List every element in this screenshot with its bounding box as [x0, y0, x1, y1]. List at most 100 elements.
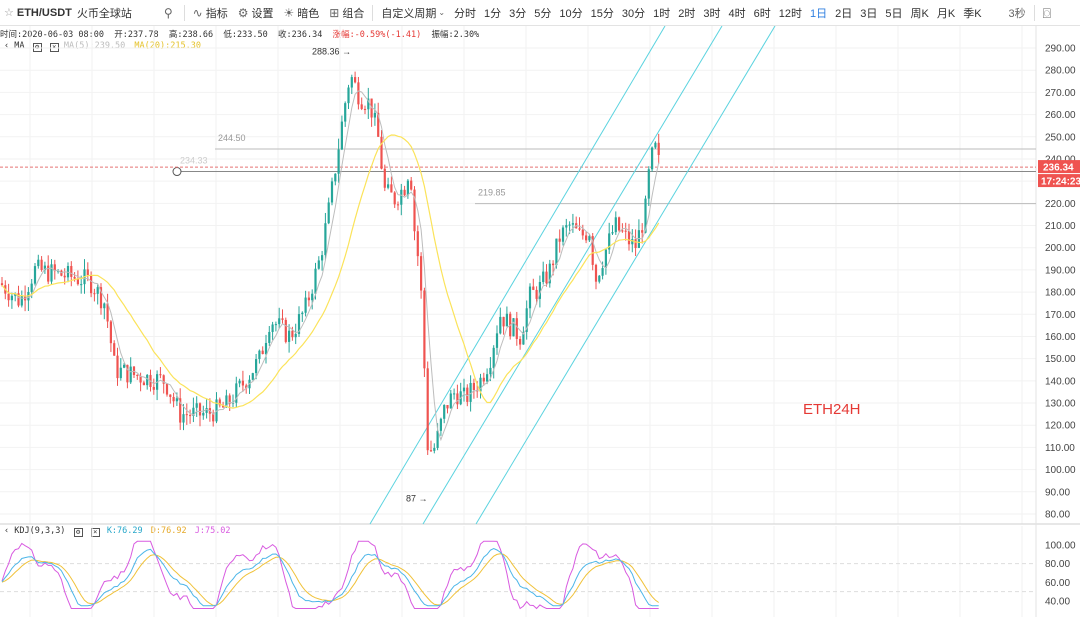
candle-body	[561, 227, 565, 242]
candle-body	[129, 366, 132, 383]
kdj-legend: ‹ KDJ(9,3,3) ⚙ × K:76.29 D:76.92 J:75.02	[4, 526, 231, 537]
star-icon[interactable]: ☆	[4, 7, 14, 19]
search-icon: ⚲	[163, 5, 173, 20]
timeframe-10[interactable]: 4时	[728, 7, 746, 20]
kdj-k-line	[1, 547, 659, 607]
price-chart[interactable]: 290.00280.00270.00260.00250.00240.00230.…	[0, 26, 1080, 617]
timeframe-17[interactable]: 周K	[910, 7, 929, 20]
candle-body	[423, 290, 426, 369]
indicators-button[interactable]: ∿ 指标	[188, 0, 233, 26]
candle-body	[443, 404, 446, 419]
timeframe-1[interactable]: 1分	[484, 7, 502, 20]
candle-body	[479, 377, 482, 392]
sun-icon: ☀	[283, 5, 295, 20]
ohlc-close: 收:236.34	[277, 30, 323, 40]
candle-body	[568, 224, 571, 226]
candle-body	[380, 136, 383, 169]
timeframe-19[interactable]: 季K	[963, 7, 982, 20]
price-tick-label: 100.00	[1045, 465, 1076, 476]
timeframe-9[interactable]: 3时	[703, 7, 721, 20]
channel-line-0	[369, 26, 666, 525]
timeframe-3[interactable]: 5分	[534, 7, 552, 20]
candle-body	[344, 103, 347, 122]
candle-body	[383, 168, 386, 188]
candle-body	[436, 430, 439, 448]
timeframe-16[interactable]: 5日	[885, 7, 903, 20]
indicators-icon: ∿	[192, 5, 203, 20]
kdj-indicator	[0, 540, 1036, 610]
settings-button[interactable]: ⚙ 设置	[233, 0, 279, 26]
current-price-label: 236.34	[1043, 163, 1074, 174]
candle-body	[228, 395, 231, 404]
candle-body	[317, 260, 320, 269]
custom-period-dropdown[interactable]: 自定义周期 ⌄	[376, 0, 450, 26]
candle-body	[449, 393, 452, 409]
level-2-label: 234.33	[180, 156, 208, 166]
timeframe-11[interactable]: 6时	[753, 7, 771, 20]
candle-body	[113, 343, 116, 356]
candle-body	[367, 98, 370, 110]
candle-body	[651, 147, 654, 170]
candle-body	[492, 347, 495, 368]
candle-body	[205, 408, 208, 413]
candle-body	[637, 230, 640, 249]
symbol-selector[interactable]: ☆ ETH/USDT 火币全球站	[0, 0, 137, 26]
candle-body	[469, 382, 472, 402]
timeframe-4[interactable]: 10分	[559, 7, 583, 20]
candle-body	[585, 235, 588, 241]
candle-body	[347, 87, 350, 104]
candle-body	[591, 236, 594, 265]
candle-body	[621, 230, 624, 232]
candle-body	[136, 374, 139, 376]
candle-body	[288, 330, 291, 342]
kdj-settings-icon[interactable]: ⚙	[73, 528, 83, 537]
timeframe-12[interactable]: 12时	[778, 7, 803, 20]
timeframe-0[interactable]: 分时	[454, 7, 477, 20]
candle-body	[545, 271, 548, 284]
candle-body	[291, 330, 294, 338]
candle-body	[390, 184, 393, 193]
candle-body	[202, 412, 205, 416]
timeframe-8[interactable]: 2时	[678, 7, 696, 20]
candle-body	[327, 202, 330, 224]
timeframe-15[interactable]: 3日	[860, 7, 878, 20]
candle-body	[76, 278, 79, 285]
symbol-search-button[interactable]: ⚲	[159, 0, 181, 26]
candle-body	[212, 413, 215, 422]
ohlc-time: 时间:2020-06-03 08:00	[0, 30, 104, 40]
price-tick-label: 160.00	[1045, 332, 1076, 343]
candle-body	[90, 275, 93, 294]
price-tick-label: 170.00	[1045, 310, 1076, 321]
candle-body	[123, 364, 126, 368]
candle-body	[657, 142, 660, 155]
candle-body	[50, 264, 53, 282]
kdj-close-icon[interactable]: ×	[90, 528, 100, 537]
timeframe-14[interactable]: 2日	[835, 7, 853, 20]
timeframe-2[interactable]: 3分	[509, 7, 527, 20]
candle-body	[611, 232, 614, 234]
kdj-collapse-icon[interactable]: ‹	[4, 526, 10, 536]
timeframe-13[interactable]: 1日	[810, 7, 828, 20]
candle-body	[294, 333, 297, 338]
candle-body	[357, 82, 360, 105]
candle-body	[215, 399, 218, 422]
candle-body	[565, 225, 568, 228]
ma5-value: MA(5):239.50	[63, 41, 126, 51]
timeframe-18[interactable]: 月K	[936, 7, 956, 20]
timeframe-6[interactable]: 30分	[621, 7, 646, 20]
candle-body	[542, 271, 545, 283]
candle-body	[33, 266, 37, 284]
ma-collapse-icon[interactable]: ‹	[4, 41, 10, 51]
candle-body	[482, 377, 485, 382]
theme-toggle-button[interactable]: ☀ 暗色	[279, 0, 325, 26]
candle-body	[119, 367, 122, 379]
candle-body	[20, 295, 23, 306]
candle-body	[337, 149, 340, 174]
refresh-interval-label[interactable]: 3秒	[1003, 0, 1030, 26]
timeframe-5[interactable]: 15分	[590, 7, 614, 20]
combo-button[interactable]: ⊞ 组合	[324, 0, 369, 26]
candle-body	[363, 108, 367, 110]
candle-body	[594, 264, 598, 282]
timeframe-7[interactable]: 1时	[653, 7, 671, 20]
screenshot-button[interactable]: ⌼	[1038, 0, 1080, 26]
